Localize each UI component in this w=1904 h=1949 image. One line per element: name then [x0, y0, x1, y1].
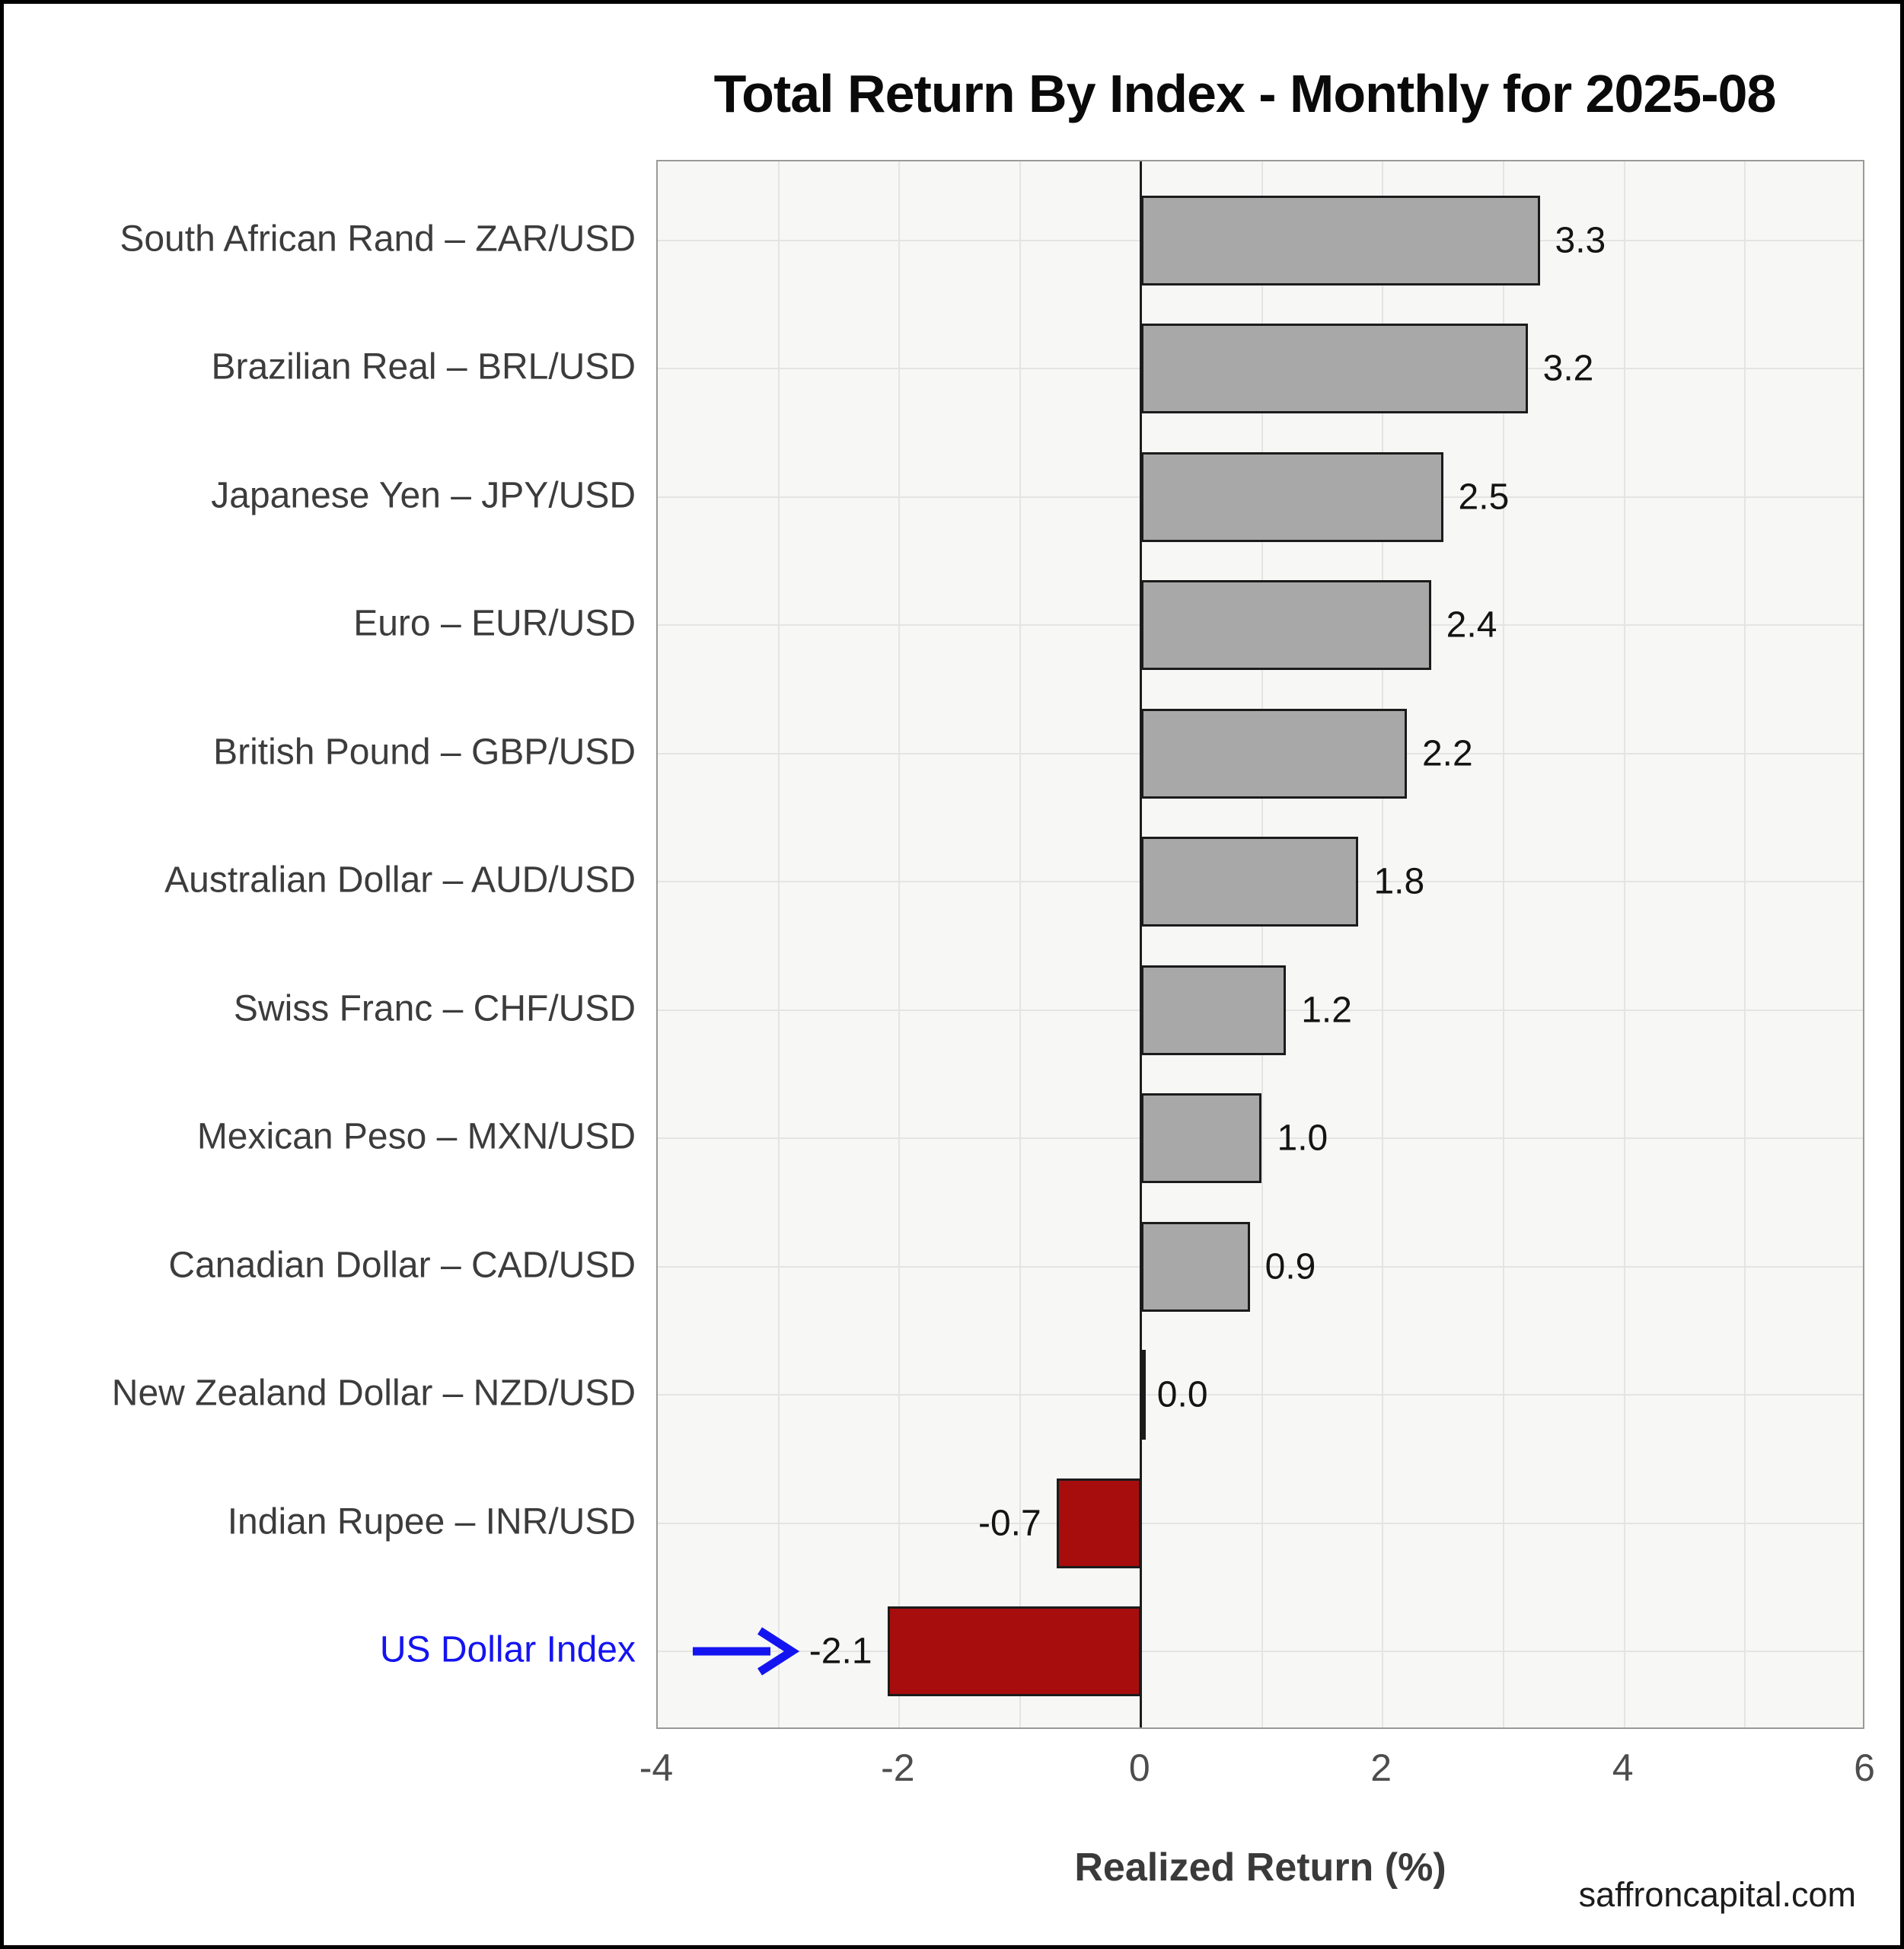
category-axis: South African Rand – ZAR/USD Brazilian Re… — [4, 160, 636, 1729]
category-label: British Pound – GBP/USD — [213, 732, 636, 772]
bar — [1140, 837, 1359, 927]
category-label: Euro – EUR/USD — [353, 603, 636, 644]
y-gridline — [658, 1265, 1863, 1268]
bar — [1140, 580, 1431, 670]
bar-value-label: 0.9 — [1265, 1246, 1316, 1287]
x-gridline — [1019, 161, 1022, 1727]
category-label: Canadian Dollar – CAD/USD — [168, 1245, 636, 1285]
bar — [1140, 451, 1443, 542]
bar — [1056, 1478, 1141, 1568]
category-label: South African Rand – ZAR/USD — [120, 219, 636, 259]
bar-value-label: -0.7 — [978, 1503, 1041, 1543]
category-label-highlighted: US Dollar Index — [379, 1629, 636, 1670]
x-tick-label: 4 — [1612, 1746, 1634, 1789]
bar — [1140, 708, 1407, 799]
chart-title: Total Return By Index - Monthly for 2025… — [713, 64, 1777, 123]
bar-value-label: 1.8 — [1373, 861, 1425, 902]
x-axis-ticks: -4 -2 0 2 4 6 — [639, 1746, 1875, 1807]
category-label: New Zealand Dollar – NZD/USD — [111, 1373, 636, 1414]
x-gridline — [1502, 161, 1504, 1727]
x-tick-label: -4 — [639, 1746, 674, 1789]
y-gridline — [658, 1522, 1863, 1524]
x-gridline — [1261, 161, 1263, 1727]
category-label: Japanese Yen – JPY/USD — [211, 475, 636, 515]
zero-line — [1140, 161, 1143, 1727]
bar-value-label: 3.2 — [1542, 348, 1594, 389]
y-gridline — [658, 1651, 1863, 1652]
bar — [1140, 1221, 1250, 1312]
highlight-arrow-icon — [693, 1627, 800, 1676]
bar-value-label: 2.4 — [1446, 604, 1497, 646]
x-tick-label: -2 — [881, 1746, 915, 1789]
watermark-text: saffroncapital.com — [1578, 1875, 1856, 1914]
x-gridline — [777, 161, 780, 1727]
category-label: Mexican Peso – MXN/USD — [196, 1116, 636, 1157]
bar — [887, 1606, 1141, 1696]
bar-value-label: 1.2 — [1301, 990, 1352, 1030]
x-tick-label: 2 — [1370, 1746, 1392, 1789]
x-tick-label: 6 — [1854, 1746, 1875, 1789]
y-gridline — [658, 1394, 1863, 1396]
x-axis-title: Realized Return (%) — [1074, 1845, 1446, 1890]
x-gridline — [1382, 161, 1384, 1727]
category-label: Brazilian Real – BRL/USD — [211, 346, 636, 388]
bar-value-label: 0.0 — [1156, 1374, 1208, 1415]
bar-value-label: 1.0 — [1277, 1118, 1328, 1159]
category-label: Swiss Franc – CHF/USD — [233, 988, 636, 1029]
plot-area: 3.3 3.2 2.5 2.4 2.2 1.8 1.2 1.0 0.9 0.0 -0.7 -2.1 — [656, 160, 1864, 1729]
bar-value-label: 2.5 — [1458, 477, 1510, 517]
bar — [1140, 965, 1287, 1055]
x-gridline — [898, 161, 901, 1727]
x-tick-label: 0 — [1128, 1746, 1150, 1789]
bar-value-label: 3.3 — [1555, 220, 1606, 260]
bar — [1140, 1093, 1262, 1183]
bar — [1140, 195, 1540, 285]
category-label: Indian Rupee – INR/USD — [227, 1501, 636, 1542]
x-gridline — [1744, 161, 1746, 1727]
bar — [1140, 1350, 1146, 1440]
category-label: Australian Dollar – AUD/USD — [164, 860, 636, 901]
bar-value-label: -2.1 — [808, 1631, 872, 1672]
x-gridline — [1623, 161, 1625, 1727]
bar — [1140, 324, 1528, 413]
bar-value-label: 2.2 — [1421, 733, 1473, 774]
